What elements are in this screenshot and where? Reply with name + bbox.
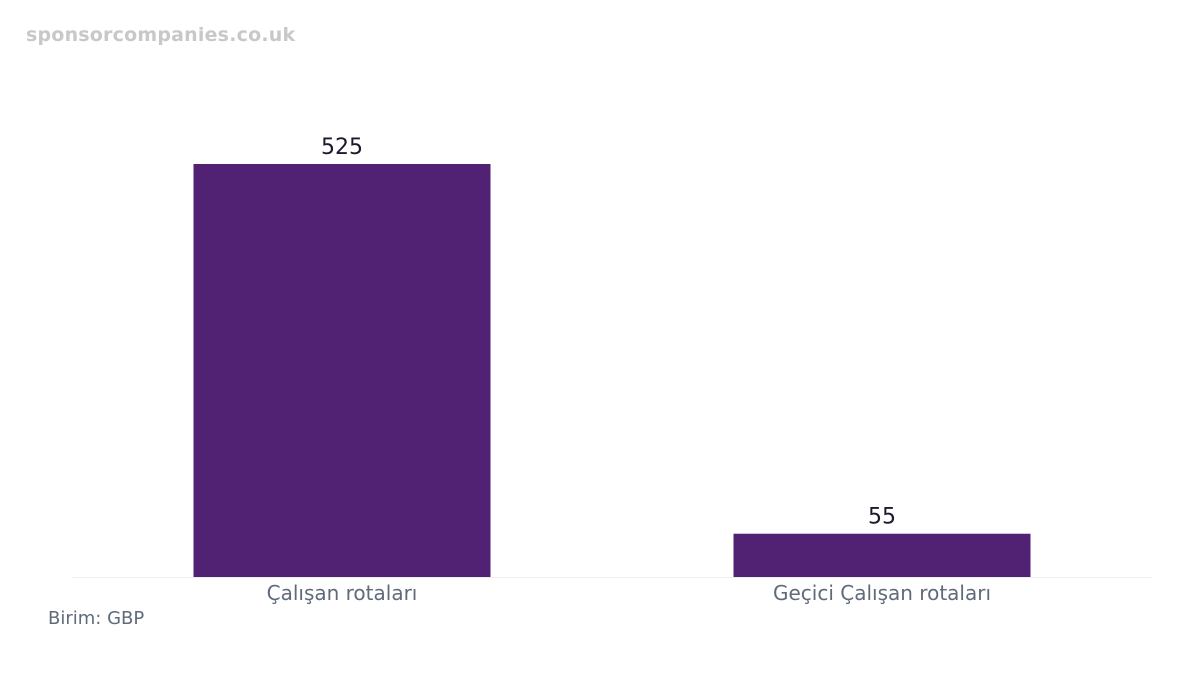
x-tick-label-2: Geçici Çalışan rotaları <box>773 581 991 605</box>
unit-label: Birim: GBP <box>48 608 145 629</box>
bar-value-label-2: 55 <box>868 505 896 530</box>
bar-2 <box>733 533 1031 577</box>
bar-value-label-1: 525 <box>321 135 363 160</box>
labels-group: 525 Çalışan rotaları 55 Geçici Çalışan rota… <box>267 135 991 605</box>
x-tick-label-1: Çalışan rotaları <box>267 581 418 605</box>
bars-group <box>193 164 1031 577</box>
bar-1 <box>193 164 491 577</box>
watermark: sponsorcompanies.co.uk <box>26 24 296 46</box>
